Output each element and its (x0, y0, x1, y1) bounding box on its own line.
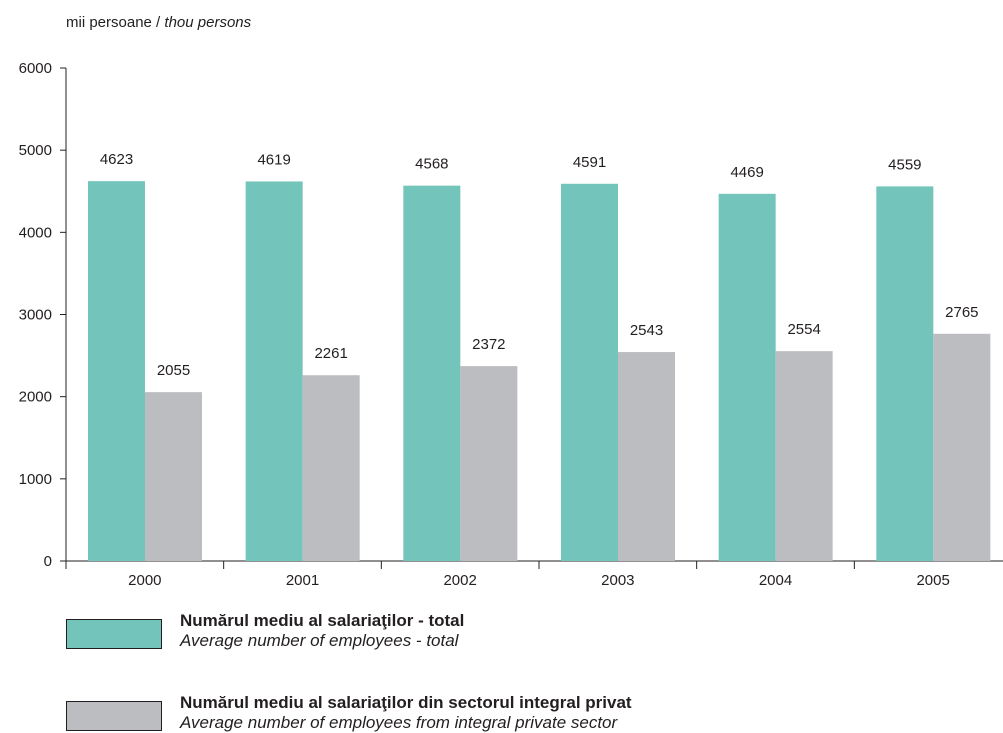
bar-private (618, 352, 675, 561)
x-tick-label: 2004 (759, 572, 792, 589)
data-label-private: 2372 (472, 336, 505, 353)
x-tick-label: 2003 (601, 572, 634, 589)
data-label-private: 2543 (630, 322, 663, 339)
bar-private (145, 392, 202, 561)
data-label-private: 2261 (314, 345, 347, 362)
unit-label-sep: / (151, 14, 165, 31)
x-tick-label: 2002 (443, 572, 476, 589)
data-label-private: 2554 (787, 321, 820, 338)
bar-total (403, 185, 461, 562)
data-label-private: 2765 (945, 304, 978, 321)
y-tick-label: 1000 (19, 471, 52, 488)
bar-total (876, 186, 934, 561)
data-label-total: 4568 (415, 156, 448, 173)
legend-swatch-private (66, 701, 162, 731)
data-label-private: 2055 (157, 362, 190, 379)
x-tick-label: 2000 (128, 572, 161, 589)
bar-private (460, 366, 518, 561)
y-tick-label: 2000 (19, 389, 52, 406)
y-tick-label: 5000 (19, 142, 52, 159)
bar-total (561, 183, 618, 561)
bar-private (775, 351, 833, 561)
unit-label-ro: mii persoane (66, 14, 152, 31)
bar-total (88, 181, 145, 561)
data-label-total: 4623 (100, 151, 133, 168)
data-label-total: 4619 (257, 151, 290, 168)
unit-label: mii persoane / thou persons (66, 14, 251, 31)
unit-label-en: thou persons (164, 14, 252, 31)
bar-total (718, 193, 776, 561)
data-label-total: 4559 (888, 156, 921, 173)
data-label-total: 4469 (730, 164, 763, 181)
legend-label-private-en: Average number of employees from integra… (180, 713, 618, 732)
x-tick-label: 2001 (286, 572, 319, 589)
data-label-total: 4591 (573, 154, 606, 171)
bar-chart: 0 1000 2000 3000 4000 5000 6000 4623 2055 2000 461… (19, 60, 1003, 589)
legend-label-total-en: Average number of employees - total (180, 631, 459, 650)
y-tick-label: 6000 (19, 60, 52, 77)
bar-private (302, 375, 360, 561)
legend-label-private-ro: Numărul mediu al salariaţilor din sector… (180, 693, 632, 712)
legend-swatch-total (66, 619, 162, 649)
y-tick-label: 4000 (19, 224, 52, 241)
x-tick-label: 2005 (916, 572, 949, 589)
y-tick-label: 3000 (19, 307, 52, 324)
y-tick-label: 0 (44, 553, 52, 570)
bar-private (933, 333, 991, 561)
legend-label-total-ro: Numărul mediu al salariaţilor - total (180, 611, 465, 630)
bar-total (245, 181, 303, 561)
